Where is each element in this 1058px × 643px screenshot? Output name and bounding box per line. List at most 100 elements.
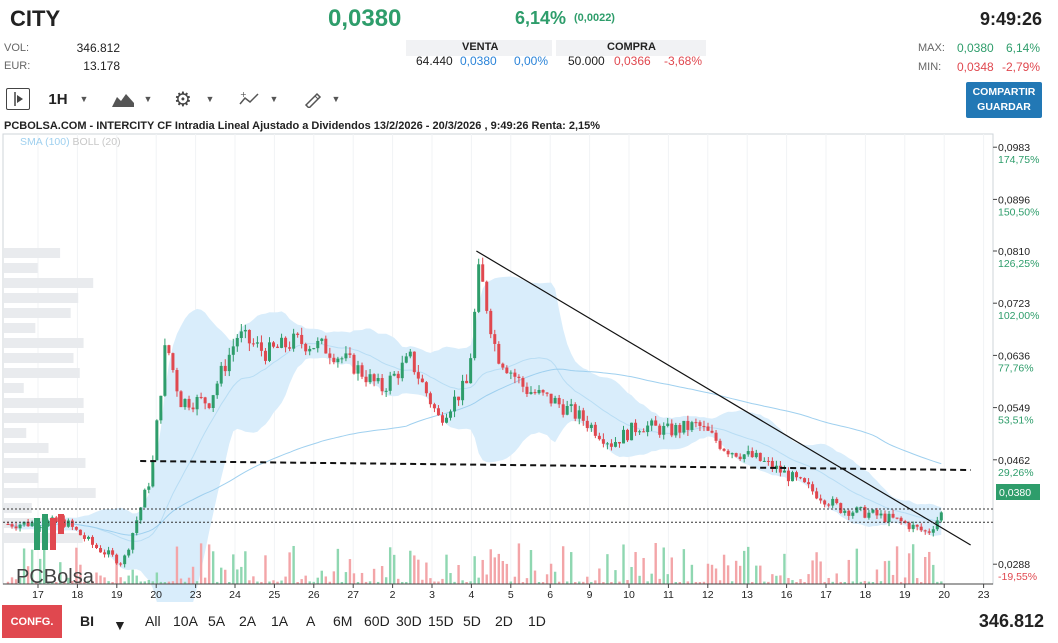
candle-body[interactable] [364,376,368,383]
candle-body[interactable] [348,353,352,355]
candle-body[interactable] [738,456,742,460]
candle-body[interactable] [774,465,778,469]
candle-body[interactable] [167,345,171,354]
candle-body[interactable] [915,524,919,527]
candle-body[interactable] [541,389,545,393]
candle-body[interactable] [835,498,839,504]
candle-body[interactable] [155,420,159,461]
candle-body[interactable] [622,429,626,444]
support-trendline[interactable] [140,460,971,471]
pencil-icon[interactable] [300,88,326,110]
candle-body[interactable] [432,404,436,409]
candle-body[interactable] [750,451,754,458]
candle-body[interactable] [461,380,465,401]
candle-body[interactable] [6,524,10,525]
config-button[interactable]: CONFG. [2,605,62,638]
candle-body[interactable] [86,536,90,539]
range-button-2d[interactable]: 2D [495,613,513,629]
price-chart[interactable]: 0,0983 174,75% 0,0896 150,50% 0,0810 126,25% 0… [0,118,1058,602]
candle-body[interactable] [931,529,935,533]
candle-body[interactable] [766,460,770,462]
candle-body[interactable] [923,530,927,532]
candle-body[interactable] [710,430,714,433]
candle-body[interactable] [686,420,690,430]
chevron-down-icon[interactable]: ▼ [205,94,215,104]
gear-icon[interactable]: ⚙ [174,88,192,111]
candle-body[interactable] [320,338,324,341]
candle-body[interactable] [400,362,404,379]
candle-body[interactable] [803,478,807,483]
candle-body[interactable] [199,396,203,398]
candle-body[interactable] [670,423,674,436]
candle-body[interactable] [505,367,509,374]
candle-body[interactable] [131,533,135,550]
candle-body[interactable] [658,425,662,435]
candle-body[interactable] [368,374,372,383]
candle-body[interactable] [215,383,219,396]
candle-body[interactable] [634,422,638,433]
candle-body[interactable] [871,509,875,513]
candle-body[interactable] [939,512,943,521]
candle-body[interactable] [372,374,376,382]
candle-body[interactable] [617,442,621,444]
candle-body[interactable] [123,555,127,565]
candle-body[interactable] [251,343,255,345]
candle-body[interactable] [308,348,312,352]
range-button-5d[interactable]: 5D [463,613,481,629]
candle-body[interactable] [243,329,247,332]
candle-body[interactable] [119,563,123,565]
candle-body[interactable] [352,354,356,374]
candle-body[interactable] [891,513,895,518]
candle-body[interactable] [746,451,750,455]
candle-body[interactable] [702,425,706,427]
candle-body[interactable] [436,408,440,416]
chevron-down-icon[interactable]: ▼ [269,94,279,104]
candle-body[interactable] [786,470,790,482]
candle-body[interactable] [272,342,276,347]
candle-body[interactable] [887,513,891,522]
candle-body[interactable] [497,343,501,364]
candle-body[interactable] [662,425,666,435]
candle-body[interactable] [304,343,308,352]
range-button-30d[interactable]: 30D [396,613,422,629]
candle-body[interactable] [107,550,111,555]
candle-body[interactable] [927,531,931,533]
candle-body[interactable] [533,392,537,394]
candle-body[interactable] [428,393,432,405]
candle-body[interactable] [782,470,786,473]
indicators-icon[interactable]: + [236,88,262,110]
candle-body[interactable] [227,354,231,372]
candle-body[interactable] [332,357,336,363]
candle-body[interactable] [147,486,151,490]
candle-body[interactable] [255,342,259,344]
candle-body[interactable] [90,536,94,545]
chevron-down-icon[interactable]: ▼ [331,94,341,104]
candle-body[interactable] [626,429,630,441]
candle-body[interactable] [867,512,871,518]
candle-body[interactable] [601,439,605,444]
play-panel-icon[interactable] [6,88,30,110]
candle-body[interactable] [807,482,811,485]
candle-body[interactable] [143,489,147,508]
candle-body[interactable] [819,498,823,501]
candle-body[interactable] [54,517,58,522]
candle-body[interactable] [654,420,658,426]
candle-body[interactable] [879,513,883,516]
candle-body[interactable] [38,527,42,529]
candle-body[interactable] [344,353,348,359]
candle-body[interactable] [790,472,794,482]
candle-body[interactable] [758,452,762,461]
candle-body[interactable] [831,498,835,506]
candle-body[interactable] [851,512,855,516]
candle-body[interactable] [630,422,634,441]
candle-body[interactable] [859,506,863,508]
candle-body[interactable] [449,411,453,418]
candle-body[interactable] [127,549,131,556]
candle-body[interactable] [646,425,650,433]
candle-body[interactable] [493,334,497,344]
candle-body[interactable] [420,378,424,383]
candle-body[interactable] [203,397,207,404]
candle-body[interactable] [424,382,428,394]
candle-body[interactable] [521,378,525,387]
candle-body[interactable] [573,404,577,419]
